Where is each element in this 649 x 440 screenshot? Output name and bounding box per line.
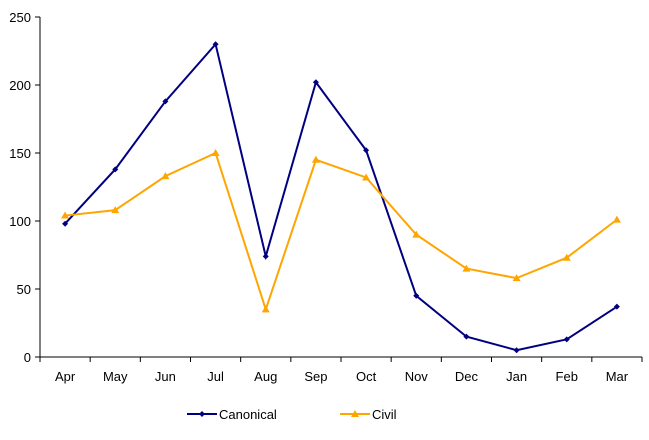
x-tick-label: Dec <box>455 369 479 384</box>
series-line-canonical <box>64 42 618 352</box>
x-tick-label: Sep <box>304 369 327 384</box>
legend-marker-canonical <box>199 411 205 417</box>
data-point-civil <box>562 253 571 261</box>
series-line-civil <box>64 151 618 313</box>
x-tick-label: Jan <box>506 369 527 384</box>
legend-label-canonical: Canonical <box>219 407 277 422</box>
data-point-canonical <box>363 147 370 154</box>
data-point-canonical <box>162 98 169 105</box>
x-tick-label: Feb <box>556 369 578 384</box>
data-point-canonical <box>463 333 470 340</box>
data-point-civil <box>161 172 170 180</box>
data-point-civil <box>261 305 270 313</box>
data-point-civil <box>362 173 371 181</box>
data-point-civil <box>412 230 421 238</box>
data-point-canonical <box>613 303 620 310</box>
data-point-canonical <box>563 336 570 343</box>
x-tick-label: Mar <box>606 369 629 384</box>
y-tick-label: 200 <box>9 78 31 93</box>
data-point-canonical <box>413 292 420 299</box>
data-point-canonical <box>212 41 219 48</box>
data-point-canonical <box>312 79 319 86</box>
data-point-canonical <box>62 220 69 227</box>
legend-label-civil: Civil <box>372 407 397 422</box>
x-tick-label: Oct <box>356 369 377 384</box>
x-tick-label: Jul <box>207 369 224 384</box>
y-tick-label: 150 <box>9 146 31 161</box>
data-point-canonical <box>112 166 119 173</box>
data-point-civil <box>61 211 70 219</box>
x-tick-label: Nov <box>405 369 429 384</box>
y-tick-label: 50 <box>17 282 31 297</box>
y-tick-label: 100 <box>9 214 31 229</box>
data-point-civil <box>311 155 320 163</box>
data-point-civil <box>111 206 120 214</box>
data-point-civil <box>612 215 621 223</box>
y-tick-label: 250 <box>9 10 31 25</box>
data-point-canonical <box>262 253 269 260</box>
y-tick-label: 0 <box>24 350 31 365</box>
data-point-civil <box>211 149 220 156</box>
data-point-civil <box>512 274 521 282</box>
x-tick-label: Apr <box>55 369 76 384</box>
x-tick-label: May <box>103 369 128 384</box>
x-tick-label: Jun <box>155 369 176 384</box>
x-tick-label: Aug <box>254 369 277 384</box>
legend-marker-civil <box>351 410 359 417</box>
data-point-canonical <box>513 347 520 354</box>
data-point-civil <box>462 264 471 272</box>
